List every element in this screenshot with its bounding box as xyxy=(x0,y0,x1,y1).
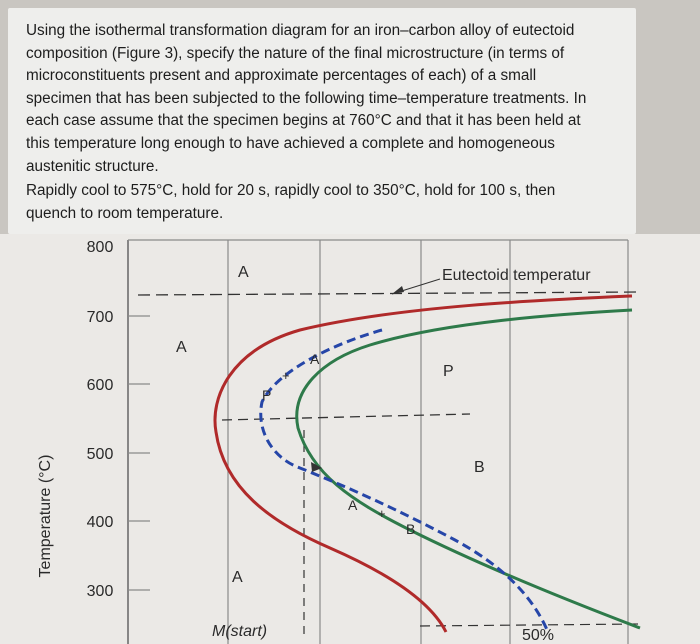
hold-line-575 xyxy=(221,413,471,421)
arrow-marker xyxy=(311,462,322,472)
intro-line: specimen that has been subjected to the … xyxy=(26,89,587,107)
eutectoid-line xyxy=(137,291,641,296)
treatment-paragraph: Rapidly cool to 575°C, hold for 20 s, ra… xyxy=(26,180,555,225)
eutectoid-arrow-head xyxy=(392,286,404,294)
region-label-bainite: B xyxy=(474,459,485,476)
plus-marker: + xyxy=(378,506,386,521)
path-marker-austenite: A xyxy=(310,351,320,367)
y-tick-label: 700 xyxy=(87,309,114,326)
region-label-pearlite: P xyxy=(443,363,454,380)
y-axis-label: Temperature (°C) xyxy=(37,455,54,578)
transformation-finish-curve xyxy=(295,308,641,630)
intro-line: composition (Figure 3), specify the natu… xyxy=(26,44,565,62)
plus-marker: + xyxy=(282,368,290,383)
intro-line: Using the isothermal transformation diag… xyxy=(26,22,575,39)
region-label-austenite: A xyxy=(238,264,249,281)
martensite-start-label: M(start) xyxy=(212,623,267,640)
martensite-start-line xyxy=(419,623,641,627)
intro-line: microconstituents present and approximat… xyxy=(26,67,537,85)
transformation-start-curve xyxy=(213,294,633,633)
problem-intro-paragraph: Using the isothermal transformation diag… xyxy=(26,20,586,178)
bainite-marker: B xyxy=(406,521,415,537)
y-tick-label: 600 xyxy=(87,377,114,394)
y-tick-label: 500 xyxy=(87,446,114,463)
y-tick-label: 800 xyxy=(87,239,114,256)
it-diagram-svg: 800 700 600 500 400 300 Temperature (°C)… xyxy=(37,239,641,644)
plot-grid xyxy=(127,239,629,644)
region-label-austenite: A xyxy=(176,339,187,356)
region-label-austenite: A xyxy=(232,569,243,586)
isothermal-transformation-diagram: 800 700 600 500 400 300 Temperature (°C)… xyxy=(0,234,700,644)
fifty-percent-curve xyxy=(259,328,550,633)
problem-text-panel: Using the isothermal transformation diag… xyxy=(8,8,636,234)
intro-line: austenitic structure. xyxy=(26,157,159,175)
treatment-line: Rapidly cool to 575°C, hold for 20 s, ra… xyxy=(26,182,556,199)
y-tick-label: 400 xyxy=(87,514,114,531)
intro-line: this temperature long enough to have ach… xyxy=(26,134,555,152)
eutectoid-label: Eutectoid temperatur xyxy=(442,267,591,284)
intro-line: each case assume that the specimen begin… xyxy=(26,112,581,130)
y-tick-label: 300 xyxy=(87,583,114,600)
path-marker-austenite: A xyxy=(348,497,358,513)
treatment-line: quench to room temperature. xyxy=(26,204,224,222)
fifty-percent-label: 50% xyxy=(522,627,554,644)
pearlite-start-marker: P xyxy=(262,387,271,403)
